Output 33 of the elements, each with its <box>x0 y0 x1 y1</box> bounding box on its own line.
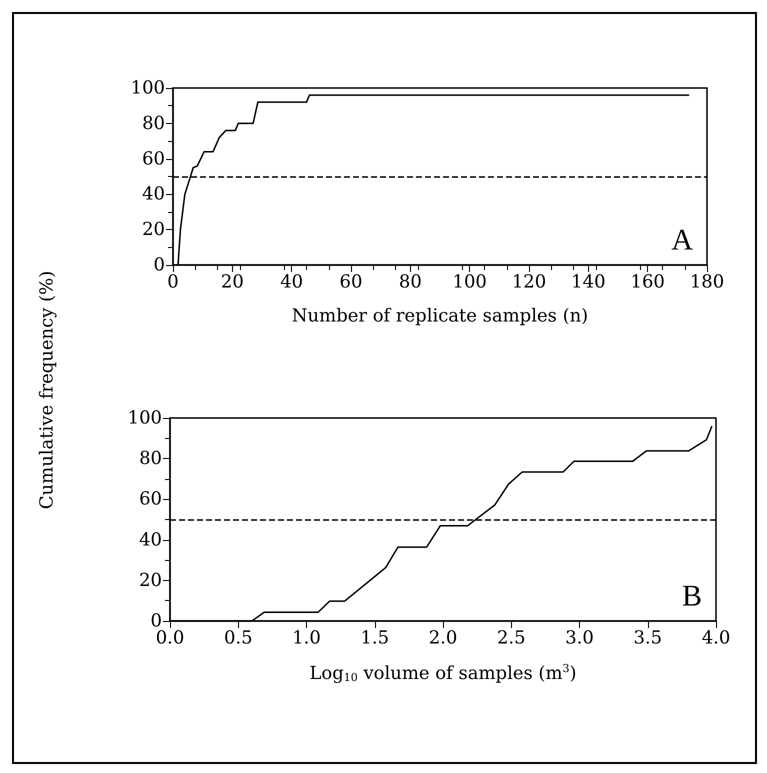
y-tick-label: 0 <box>154 254 165 276</box>
x-tick-label: 3.0 <box>565 628 594 648</box>
y-tick-label: 20 <box>139 570 162 591</box>
x-tick-label: 100 <box>452 272 487 292</box>
y-tick-label: 80 <box>139 448 162 470</box>
y-tick-label: 40 <box>139 529 162 550</box>
x-tick-label: 120 <box>512 272 546 292</box>
y-tick-label: 100 <box>128 408 162 428</box>
y-tick-label: 80 <box>142 112 165 134</box>
y-tick-label: 60 <box>142 148 165 170</box>
x-tick-label: 60 <box>340 272 362 292</box>
y-axis-title: Cumulative frequency (%) <box>36 270 58 510</box>
x-tick-label: 2.5 <box>496 628 526 648</box>
x-tick-label: 80 <box>398 272 422 292</box>
x-tick-label: 0.5 <box>224 628 253 648</box>
y-tick-label: 20 <box>142 219 165 240</box>
x-tick-label: 1.0 <box>292 628 321 648</box>
x-axis-title: Number of replicate samples (n) <box>292 306 588 326</box>
x-tick-label: 40 <box>280 272 304 292</box>
x-tick-label: 180 <box>690 272 724 292</box>
x-tick-label: 160 <box>630 272 665 292</box>
x-tick-label: 0 <box>167 272 179 292</box>
y-tick-label: 100 <box>130 78 165 98</box>
x-tick-label: 140 <box>571 272 606 292</box>
y-tick-label: 60 <box>139 488 162 510</box>
x-tick-label: 3.5 <box>633 628 662 648</box>
x-tick-label: 20 <box>220 272 244 292</box>
annotation: B <box>682 580 702 612</box>
annotation: A <box>671 224 694 256</box>
x-tick-label: 2.0 <box>428 628 458 648</box>
y-tick-label: 40 <box>142 184 165 205</box>
x-tick-label: 4.0 <box>702 628 730 648</box>
x-tick-label: 1.5 <box>360 628 390 648</box>
